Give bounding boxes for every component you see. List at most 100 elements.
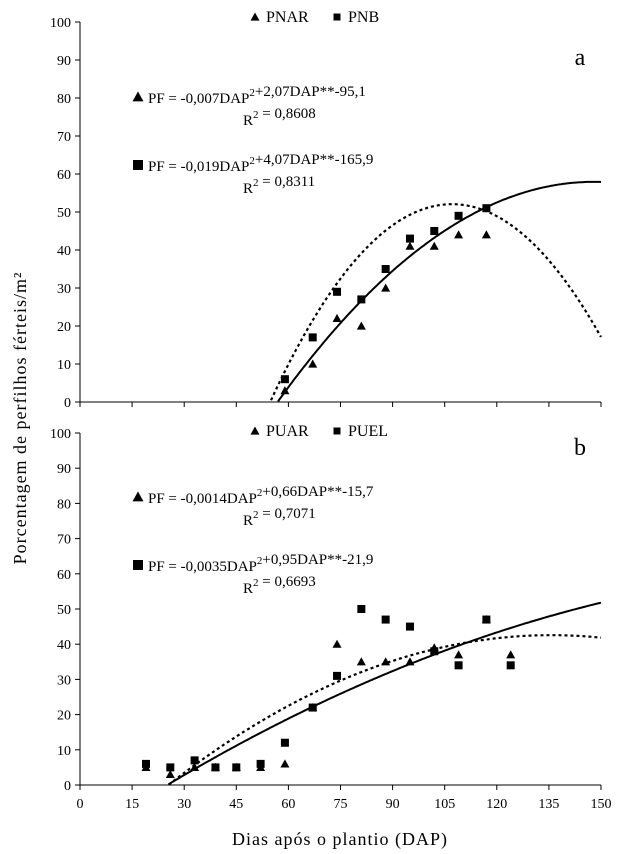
point-pnar [381, 283, 391, 292]
legend-marker-puar [250, 426, 260, 435]
r-squared-puel: R2 = 0,6693 [243, 574, 316, 597]
y-tick-label: 100 [50, 16, 71, 31]
legend-label-pnar: PNAR [266, 9, 309, 26]
point-puel [190, 756, 199, 765]
equation-marker-puar [132, 491, 144, 502]
x-tick-label: 30 [177, 797, 191, 812]
fit-curve-puar [168, 601, 602, 786]
point-puel [506, 661, 515, 670]
point-puar [356, 657, 366, 666]
r-squared-pnb: R2 = 0,8311 [243, 174, 315, 197]
point-pnar [308, 359, 318, 368]
x-tick-label: 135 [538, 797, 559, 812]
y-tick-label: 90 [57, 462, 71, 477]
y-tick-label: 50 [57, 603, 71, 618]
point-puar [165, 769, 175, 779]
equation-puel: PF = -0,0035DAP2+0,95DAP**-21,9 [148, 552, 373, 575]
point-puar [454, 650, 464, 659]
point-pnar [280, 386, 290, 395]
point-puel [381, 615, 390, 624]
legend-label-pnb: PNB [348, 9, 379, 26]
x-tick-label: 0 [77, 797, 84, 812]
point-puar [190, 762, 200, 771]
y-tick-label: 10 [57, 744, 71, 759]
point-pnar [481, 230, 491, 239]
y-tick-label: 70 [57, 130, 71, 145]
point-puar [381, 657, 391, 666]
equation-pnb: PF = -0,019DAP2+4,07DAP**-165,9 [148, 152, 373, 175]
y-tick-label: 90 [57, 54, 71, 69]
y-tick-label: 40 [57, 638, 71, 653]
point-puel [166, 763, 175, 772]
equation-puar: PF = -0,0014DAP2+0,66DAP**-15,7 [148, 484, 374, 507]
panel-letter: b [574, 435, 586, 461]
x-tick-label: 90 [386, 797, 400, 812]
point-pnar [405, 241, 415, 250]
point-pnar [356, 321, 366, 330]
x-tick-label: 15 [125, 797, 139, 812]
legend-label-puel: PUEL [348, 423, 388, 440]
point-puel [280, 738, 289, 747]
point-pnb [405, 234, 414, 243]
x-tick-label: 45 [229, 797, 243, 812]
legend: PUAR PUEL [250, 423, 388, 440]
point-puel [141, 759, 150, 768]
panel-letter: a [575, 45, 586, 71]
point-pnar [454, 230, 464, 239]
y-tick-label: 80 [57, 92, 71, 107]
point-pnar [332, 313, 342, 322]
y-tick-label: 40 [57, 244, 71, 259]
fit-curve-pnar [277, 180, 602, 402]
point-puel [256, 759, 265, 768]
point-puel [454, 661, 463, 670]
legend: PNAR PNB [250, 9, 379, 26]
panel-b: 0 10 20 30 40 50 60 70 80 90 100 0 15 30 45 60 75 90 105 12… [50, 423, 612, 812]
y-tick-label: 60 [57, 168, 71, 183]
legend-label-puar: PUAR [266, 423, 309, 440]
panel-a: 0 10 20 30 40 50 60 70 80 90 100 a PNAR PNB PF = -0,00… [50, 9, 602, 411]
y-tick-label: 30 [57, 282, 71, 297]
y-tick-label: 100 [50, 427, 71, 442]
legend-marker-pnar [250, 12, 260, 21]
point-pnb [308, 333, 317, 342]
legend-marker-pnb [333, 13, 341, 21]
point-puel [232, 763, 241, 772]
fit-curve-pnb [270, 203, 602, 401]
point-puel [405, 622, 414, 631]
y-tick-label: 20 [57, 320, 71, 335]
point-puel [430, 647, 439, 656]
x-tick-label: 60 [281, 797, 295, 812]
point-puar [405, 657, 415, 666]
point-pnb [357, 295, 366, 304]
point-pnar [429, 241, 439, 250]
y-tick-label: 60 [57, 568, 71, 583]
y-tick-label: 80 [57, 497, 71, 512]
point-pnb [454, 211, 463, 220]
point-puel [308, 703, 317, 712]
y-tick-label: 20 [57, 709, 71, 724]
equation-marker-puel [133, 560, 143, 570]
r-squared-pnar: R2 = 0,8608 [243, 106, 316, 129]
point-puar [506, 650, 516, 659]
equation-marker-pnb [133, 160, 143, 170]
x-tick-label: 105 [434, 797, 455, 812]
fit-curve-puel [167, 634, 602, 786]
y-tick-label: 70 [57, 533, 71, 548]
point-puel [333, 671, 342, 680]
point-puar [280, 759, 290, 768]
y-tick-label: 0 [64, 396, 71, 411]
point-puel [357, 605, 366, 613]
point-puar [332, 639, 342, 648]
equation-pnar: PF = -0,007DAP2+2,07DAP**-95,1 [148, 84, 366, 107]
y-tick-label: 30 [57, 673, 71, 688]
y-tick-label: 0 [64, 779, 71, 794]
point-puel [482, 615, 491, 624]
point-pnb [280, 375, 289, 384]
x-tick-label: 150 [591, 797, 612, 812]
point-pnb [333, 287, 342, 296]
y-tick-label: 10 [57, 358, 71, 373]
equation-marker-pnar [132, 91, 144, 102]
y-tick-label: 50 [57, 206, 71, 221]
point-pnb [482, 204, 491, 213]
